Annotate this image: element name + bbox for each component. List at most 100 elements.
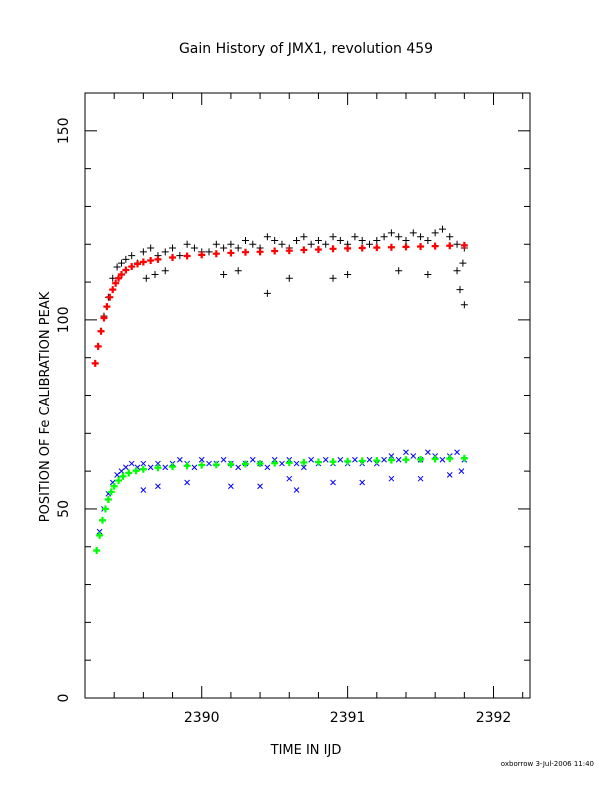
data-point — [294, 488, 299, 493]
data-point — [461, 301, 468, 308]
data-point — [395, 233, 402, 240]
data-point — [169, 254, 176, 261]
data-point — [242, 237, 249, 244]
data-point — [330, 275, 337, 282]
chart-canvas: Gain History of JMX1, revolution 459 0 50… — [0, 0, 612, 792]
data-point — [220, 271, 227, 278]
data-point — [96, 532, 103, 539]
x-axis-label: TIME IN IJD — [270, 743, 342, 758]
data-point — [315, 459, 322, 466]
data-point — [461, 455, 468, 462]
data-point — [140, 466, 147, 473]
data-point — [265, 465, 270, 470]
data-point — [235, 267, 242, 274]
data-point — [440, 457, 445, 462]
data-point — [338, 457, 343, 462]
data-point — [143, 275, 150, 282]
data-point — [264, 290, 271, 297]
series-3-lower-peak-fit — [93, 455, 468, 554]
data-point — [114, 263, 121, 270]
data-point — [99, 517, 106, 524]
data-point — [257, 248, 264, 255]
y-tick-label: 100 — [56, 307, 72, 334]
data-point — [425, 450, 430, 455]
data-point — [300, 246, 307, 253]
data-point — [93, 547, 100, 554]
data-point — [106, 294, 113, 301]
data-point — [344, 245, 351, 252]
data-point — [359, 237, 366, 244]
data-point — [417, 243, 424, 250]
data-point — [337, 237, 344, 244]
data-point — [373, 244, 380, 251]
data-point — [169, 245, 176, 252]
data-point — [128, 252, 135, 259]
data-point — [271, 248, 278, 255]
data-point — [323, 457, 328, 462]
data-point — [249, 241, 256, 248]
data-point — [236, 465, 241, 470]
data-point — [198, 462, 205, 469]
data-point — [115, 477, 122, 484]
axis-ticks — [85, 93, 530, 698]
footer-stamp: oxborrow 3-Jul-2006 11:40 — [501, 760, 594, 768]
data-point — [294, 461, 299, 466]
data-point — [382, 457, 387, 462]
data-point — [155, 484, 160, 489]
data-point — [287, 476, 292, 481]
data-point — [389, 476, 394, 481]
data-point — [118, 260, 125, 267]
data-point — [344, 458, 351, 465]
data-point — [308, 241, 315, 248]
axis-tick-labels: 0 50 100 150 2390 2391 2392 — [56, 117, 511, 726]
data-point — [199, 457, 204, 462]
data-point — [459, 260, 466, 267]
data-point — [109, 286, 116, 293]
data-point — [129, 461, 134, 466]
data-point — [122, 256, 129, 263]
data-point — [359, 245, 366, 252]
series-1-upper-peak-fit — [92, 242, 468, 367]
data-point — [300, 233, 307, 240]
data-point — [220, 245, 227, 252]
data-point — [388, 244, 395, 251]
data-point — [286, 275, 293, 282]
data-point — [95, 343, 102, 350]
data-point — [439, 226, 446, 233]
data-point — [403, 450, 408, 455]
data-point — [315, 246, 322, 253]
data-point — [432, 229, 439, 236]
data-point — [402, 243, 409, 250]
data-point — [454, 241, 461, 248]
data-point — [176, 252, 183, 259]
data-point — [455, 450, 460, 455]
data-point — [123, 465, 128, 470]
data-point — [373, 457, 380, 464]
data-point — [163, 465, 168, 470]
y-tick-label: 50 — [56, 500, 72, 518]
data-point — [221, 457, 226, 462]
data-point — [330, 458, 337, 465]
series-2-lower-peak-data — [97, 450, 467, 534]
data-point — [154, 256, 161, 263]
data-point — [447, 472, 452, 477]
y-tick-label: 150 — [56, 117, 72, 144]
data-point — [432, 243, 439, 250]
data-point — [424, 271, 431, 278]
data-point — [351, 233, 358, 240]
data-point — [162, 248, 169, 255]
data-point — [198, 251, 205, 258]
data-point — [152, 271, 159, 278]
data-point — [454, 267, 461, 274]
data-point — [162, 267, 169, 274]
data-point — [286, 459, 293, 466]
data-point — [446, 233, 453, 240]
data-point — [264, 233, 271, 240]
plot-frame — [85, 93, 530, 698]
data-point — [213, 461, 220, 468]
data-point — [147, 257, 154, 264]
data-point — [177, 457, 182, 462]
chart-title: Gain History of JMX1, revolution 459 — [179, 41, 433, 57]
data-point — [330, 245, 337, 252]
y-tick-label: 0 — [56, 694, 72, 703]
